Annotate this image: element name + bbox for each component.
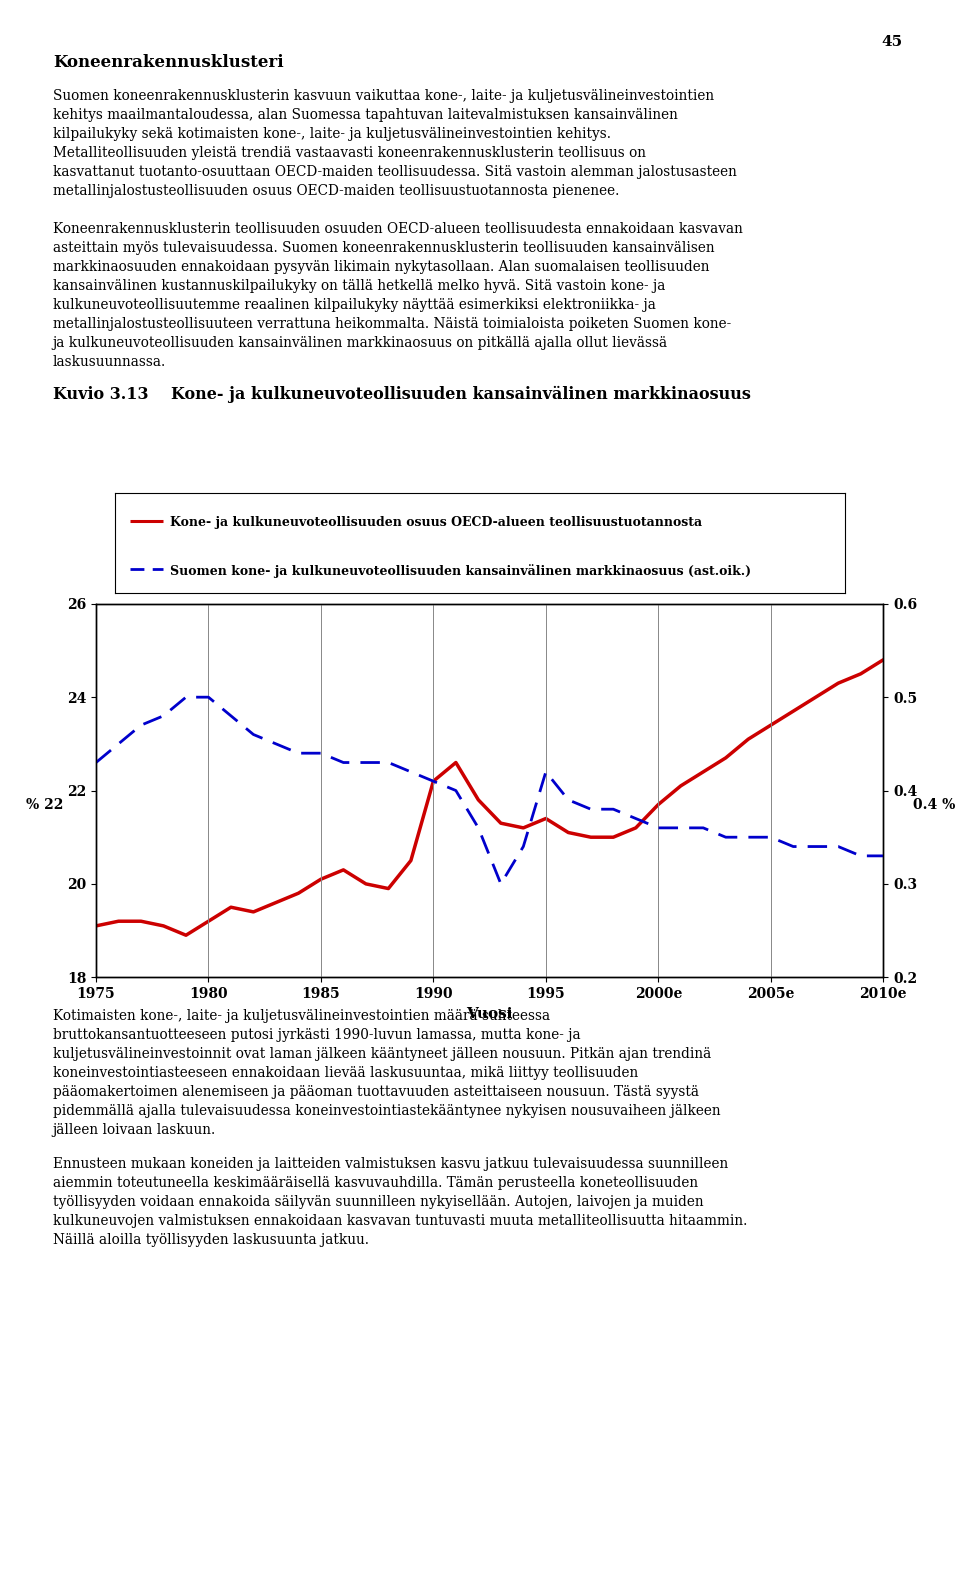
Text: Kone- ja kulkuneuvoteollisuuden osuus OECD-alueen teollisuustuotannosta: Kone- ja kulkuneuvoteollisuuden osuus OE…: [170, 516, 702, 529]
Text: Kuvio 3.13    Kone- ja kulkuneuvoteollisuuden kansainvälinen markkinaosuus: Kuvio 3.13 Kone- ja kulkuneuvoteollisuud…: [53, 386, 751, 404]
Text: Ennusteen mukaan koneiden ja laitteiden valmistuksen kasvu jatkuu tulevaisuudess: Ennusteen mukaan koneiden ja laitteiden …: [53, 1157, 747, 1247]
Text: Suomen kone- ja kulkuneuvoteollisuuden kansainvälinen markkinaosuus (ast.oik.): Suomen kone- ja kulkuneuvoteollisuuden k…: [170, 564, 751, 578]
Text: % 22: % 22: [26, 798, 63, 812]
Text: Koneenrakennusklusteri: Koneenrakennusklusteri: [53, 54, 283, 72]
Text: 0.4 %: 0.4 %: [913, 798, 955, 812]
Text: Koneenrakennusklusterin teollisuuden osuuden OECD-alueen teollisuudesta ennakoid: Koneenrakennusklusterin teollisuuden osu…: [53, 222, 743, 369]
Text: Suomen koneenrakennusklusterin kasvuun vaikuttaa kone-, laite- ja kuljetusväline: Suomen koneenrakennusklusterin kasvuun v…: [53, 89, 736, 197]
Text: Kotimaisten kone-, laite- ja kuljetusvälineinvestointien määrä suhteessa
bruttok: Kotimaisten kone-, laite- ja kuljetusväl…: [53, 1009, 720, 1136]
X-axis label: Vuosi: Vuosi: [467, 1006, 513, 1020]
Text: 45: 45: [881, 35, 902, 49]
